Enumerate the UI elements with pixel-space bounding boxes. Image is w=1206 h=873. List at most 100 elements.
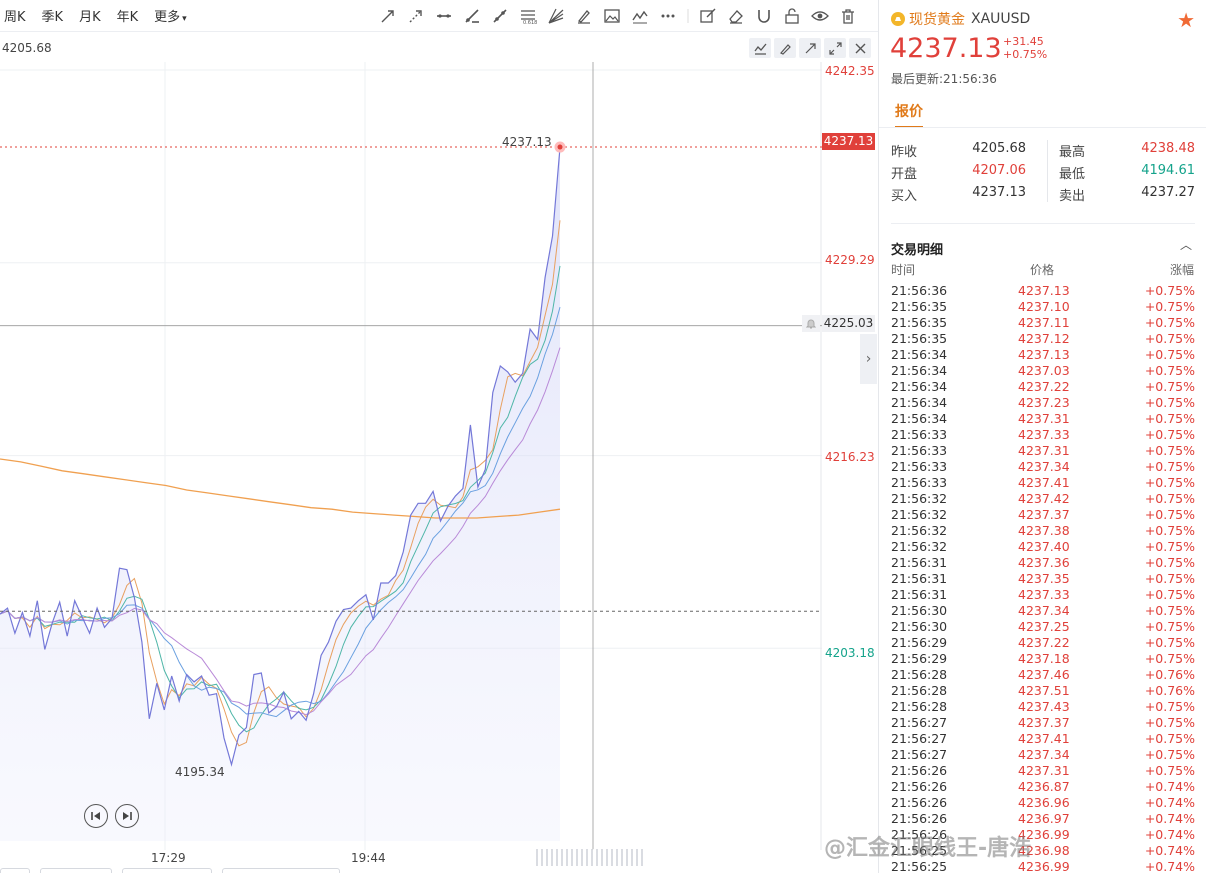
chevron-up-icon[interactable]: ︿ — [1179, 238, 1192, 252]
trade-change: +0.75% — [1144, 539, 1195, 554]
trade-change: +0.75% — [1144, 747, 1195, 762]
trade-time: 21:56:28 — [891, 683, 948, 698]
dashed-arrow-icon[interactable] — [402, 4, 430, 28]
trade-price: 4237.34 — [1018, 459, 1070, 474]
period-quarter[interactable]: 季K — [41, 10, 64, 25]
close-icon[interactable] — [849, 38, 871, 58]
trade-time: 21:56:26 — [891, 795, 948, 810]
horizontal-line-icon[interactable] — [430, 4, 458, 28]
trade-price: 4237.42 — [1018, 491, 1070, 506]
low-marker-label: 4195.34 — [175, 765, 225, 779]
svg-text:0.618: 0.618 — [523, 20, 537, 25]
high-marker-label: 4237.13 — [502, 135, 552, 149]
image-icon[interactable] — [598, 4, 626, 28]
range-tab[interactable] — [0, 868, 30, 873]
change-value: +31.45 — [1003, 35, 1044, 48]
trade-row: 21:56:26 4236.96 +0.74% — [891, 795, 1195, 811]
trade-change: +0.75% — [1144, 283, 1195, 298]
trade-time: 21:56:32 — [891, 539, 948, 554]
trade-price: 4237.13 — [1018, 347, 1070, 362]
skip-back-icon[interactable] — [84, 804, 108, 828]
range-tab[interactable] — [122, 868, 212, 873]
symbol-row: 现货黄金 XAUUSD — [891, 9, 1030, 29]
trade-change: +0.75% — [1144, 427, 1195, 442]
indicator-icon[interactable] — [749, 38, 771, 58]
trade-price: 4236.87 — [1018, 779, 1070, 794]
trade-row: 21:56:29 4237.18 +0.75% — [891, 651, 1195, 667]
trade-row: 21:56:28 4237.46 +0.76% — [891, 667, 1195, 683]
bid-value: 4237.13 — [972, 185, 1026, 200]
chart-nav-buttons — [84, 804, 146, 828]
chart-area[interactable]: 周K 季K 月K 年K 更多 0.618 — [0, 0, 878, 873]
low-value: 4194.61 — [1141, 163, 1195, 178]
eraser-icon[interactable] — [722, 4, 750, 28]
trend-line-icon[interactable] — [486, 4, 514, 28]
trade-price: 4237.31 — [1018, 443, 1070, 458]
trade-price: 4237.51 — [1018, 683, 1070, 698]
more-tools-icon[interactable] — [654, 4, 682, 28]
wave-line-icon[interactable] — [626, 4, 654, 28]
tab-quote[interactable]: 报价 — [895, 101, 923, 128]
ask-label: 卖出 — [1059, 189, 1086, 204]
trade-change: +0.75% — [1144, 555, 1195, 570]
trade-price: 4237.22 — [1018, 635, 1070, 650]
prev-close-value: 4205.68 — [972, 141, 1026, 156]
prev-close-label: 昨收 — [891, 145, 918, 160]
price-chart[interactable] — [0, 62, 822, 850]
last-updated: 最后更新:21:56:36 — [891, 72, 997, 86]
trade-price: 4237.35 — [1018, 571, 1070, 586]
trade-time: 21:56:31 — [891, 571, 948, 586]
trade-time: 21:56:35 — [891, 299, 948, 314]
trade-change: +0.74% — [1144, 859, 1195, 873]
fullscreen-icon[interactable] — [824, 38, 846, 58]
section-divider — [891, 223, 1195, 224]
eye-icon[interactable] — [806, 4, 834, 28]
trade-price: 4237.23 — [1018, 395, 1070, 410]
period-more-dropdown[interactable]: 更多 — [154, 6, 187, 25]
draw-icon[interactable] — [774, 38, 796, 58]
trade-change: +0.74% — [1144, 795, 1195, 810]
trade-price: 4237.43 — [1018, 699, 1070, 714]
magnet-icon[interactable] — [750, 4, 778, 28]
favorite-star-icon[interactable]: ★ — [1177, 8, 1195, 32]
trade-change: +0.75% — [1144, 315, 1195, 330]
pen-icon[interactable] — [570, 4, 598, 28]
trade-row: 21:56:29 4237.22 +0.75% — [891, 635, 1195, 651]
settings-icon[interactable] — [799, 38, 821, 58]
period-year[interactable]: 年K — [116, 10, 139, 25]
period-week[interactable]: 周K — [4, 10, 26, 25]
trade-change: +0.74% — [1144, 827, 1195, 842]
trade-time: 21:56:34 — [891, 347, 948, 362]
trade-price: 4236.99 — [1018, 859, 1070, 873]
trade-row: 21:56:27 4237.37 +0.75% — [891, 715, 1195, 731]
price-line — [0, 147, 561, 767]
trade-row: 21:56:26 4236.87 +0.74% — [891, 779, 1195, 795]
open-value: 4207.06 — [972, 163, 1026, 178]
chart-scrollbar[interactable] — [536, 849, 646, 866]
toolbar-separator — [682, 4, 694, 28]
trash-icon[interactable] — [834, 4, 862, 28]
trade-price: 4237.13 — [1018, 283, 1070, 298]
trade-time: 21:56:28 — [891, 667, 948, 682]
trade-time: 21:56:28 — [891, 699, 948, 714]
bell-icon[interactable] — [802, 315, 820, 332]
period-month[interactable]: 月K — [79, 10, 101, 25]
range-tab[interactable] — [222, 868, 340, 873]
expand-panel-arrow-icon[interactable]: › — [860, 334, 877, 384]
trade-change: +0.75% — [1144, 331, 1195, 346]
high-label: 最高 — [1059, 145, 1086, 160]
trade-row: 21:56:27 4237.34 +0.75% — [891, 747, 1195, 763]
low-label: 最低 — [1059, 167, 1086, 182]
unlock-icon[interactable] — [778, 4, 806, 28]
trade-change: +0.75% — [1144, 507, 1195, 522]
trade-change: +0.75% — [1144, 459, 1195, 474]
ray-line-icon[interactable] — [458, 4, 486, 28]
trade-row: 21:56:30 4237.34 +0.75% — [891, 603, 1195, 619]
fibonacci-icon[interactable]: 0.618 — [514, 4, 542, 28]
range-tab[interactable] — [40, 868, 112, 873]
skip-forward-icon[interactable] — [115, 804, 139, 828]
arrow-line-icon[interactable] — [374, 4, 402, 28]
fan-lines-icon[interactable] — [542, 4, 570, 28]
edit-icon[interactable] — [694, 4, 722, 28]
trade-row: 21:56:33 4237.33 +0.75% — [891, 427, 1195, 443]
